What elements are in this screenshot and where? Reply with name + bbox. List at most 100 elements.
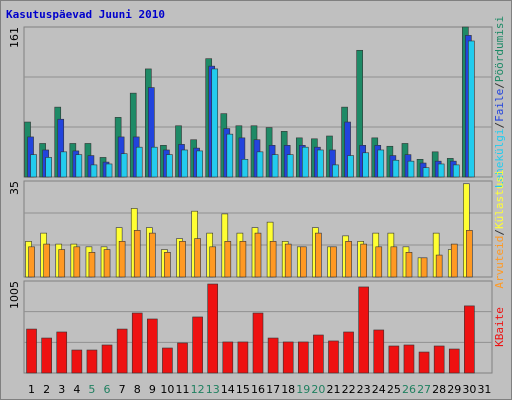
legend: Arvuteid/Külastusi — [493, 169, 506, 288]
x-tick-label: 14 — [221, 383, 235, 396]
bar — [375, 246, 383, 278]
bar — [420, 257, 428, 278]
bar — [373, 329, 385, 374]
bar — [252, 312, 264, 374]
bar — [241, 158, 249, 178]
x-tick-label: 28 — [432, 383, 446, 396]
y-tick-label: 35 — [8, 181, 21, 195]
bar — [196, 150, 203, 178]
bar — [330, 246, 337, 278]
bar — [133, 230, 141, 278]
bar — [166, 154, 173, 178]
x-tick-label: 4 — [73, 383, 80, 396]
bar — [194, 238, 201, 278]
bar — [181, 149, 188, 178]
bar — [162, 347, 173, 374]
bar — [301, 146, 309, 178]
bar — [103, 249, 111, 278]
x-tick-label: 29 — [447, 383, 461, 396]
bar — [403, 344, 415, 374]
bar — [468, 40, 475, 178]
bar — [315, 232, 322, 278]
bar — [88, 252, 96, 278]
y-tick-label: 1005 — [8, 281, 21, 309]
x-tick-label: 7 — [119, 383, 126, 396]
x-tick-label: 11 — [176, 383, 190, 396]
bar — [407, 160, 415, 178]
x-tick-label: 16 — [251, 383, 265, 396]
bar — [256, 151, 264, 178]
bar — [317, 149, 324, 178]
bar — [390, 246, 398, 278]
bar — [377, 149, 385, 178]
bar — [226, 133, 234, 178]
x-tick-label: 26 — [402, 383, 416, 396]
bar — [45, 157, 52, 178]
bar — [313, 334, 324, 374]
bar — [28, 246, 35, 278]
bar — [222, 341, 234, 374]
bar — [118, 241, 126, 278]
x-tick-label: 20 — [311, 383, 325, 396]
bar — [450, 243, 458, 278]
x-tick-label: 3 — [58, 383, 65, 396]
bar — [224, 241, 232, 278]
bar — [239, 241, 247, 278]
bar — [362, 152, 369, 178]
legend-entry: Lehekülgi — [493, 129, 506, 189]
bar — [282, 341, 294, 374]
bar — [207, 283, 219, 374]
bar — [422, 167, 430, 178]
legend-separator: / — [493, 229, 506, 236]
bar — [271, 154, 279, 178]
bar — [60, 151, 68, 178]
bar — [116, 328, 128, 374]
legend-entry: Külastusi — [493, 169, 506, 229]
bar — [358, 286, 369, 374]
bar — [405, 252, 413, 278]
bar — [105, 163, 113, 178]
bar — [284, 243, 292, 278]
legend-entry: Arvuteid — [493, 236, 506, 289]
bar — [437, 163, 445, 178]
bar — [343, 331, 354, 374]
x-tick-label: 2 — [43, 383, 50, 396]
bar — [392, 159, 400, 178]
legend: KBaite — [493, 307, 506, 347]
x-tick-label: 15 — [236, 383, 250, 396]
bar — [101, 344, 113, 374]
chart-title: Kasutuspäevad Juuni 2010 — [6, 8, 165, 21]
legend-separator: / — [493, 82, 506, 89]
x-tick-label: 22 — [342, 383, 356, 396]
bar — [209, 246, 217, 278]
x-tick-label: 30 — [462, 383, 476, 396]
bar — [299, 246, 307, 278]
bar — [73, 246, 81, 278]
bar — [328, 340, 339, 374]
bar — [435, 254, 443, 278]
bar — [347, 155, 354, 178]
x-tick-label: 19 — [296, 383, 310, 396]
bar — [267, 337, 279, 374]
bar — [388, 345, 400, 374]
bar — [71, 349, 83, 374]
bar — [418, 351, 430, 374]
x-tick-label: 12 — [191, 383, 205, 396]
x-tick-label: 25 — [387, 383, 401, 396]
bar — [464, 305, 475, 374]
x-tick-label: 24 — [372, 383, 386, 396]
bar — [297, 341, 309, 374]
x-tick-label: 10 — [160, 383, 174, 396]
legend: Lehekülgi/Faile/Pöördumisi — [493, 16, 506, 188]
bar — [177, 342, 188, 374]
bar — [90, 164, 98, 178]
bar — [120, 153, 128, 178]
x-tick-label: 21 — [326, 383, 340, 396]
bar — [151, 146, 158, 178]
bar — [360, 243, 367, 278]
x-tick-label: 18 — [281, 383, 295, 396]
bar — [131, 312, 143, 374]
x-tick-label: 9 — [149, 383, 156, 396]
bar — [30, 154, 37, 178]
